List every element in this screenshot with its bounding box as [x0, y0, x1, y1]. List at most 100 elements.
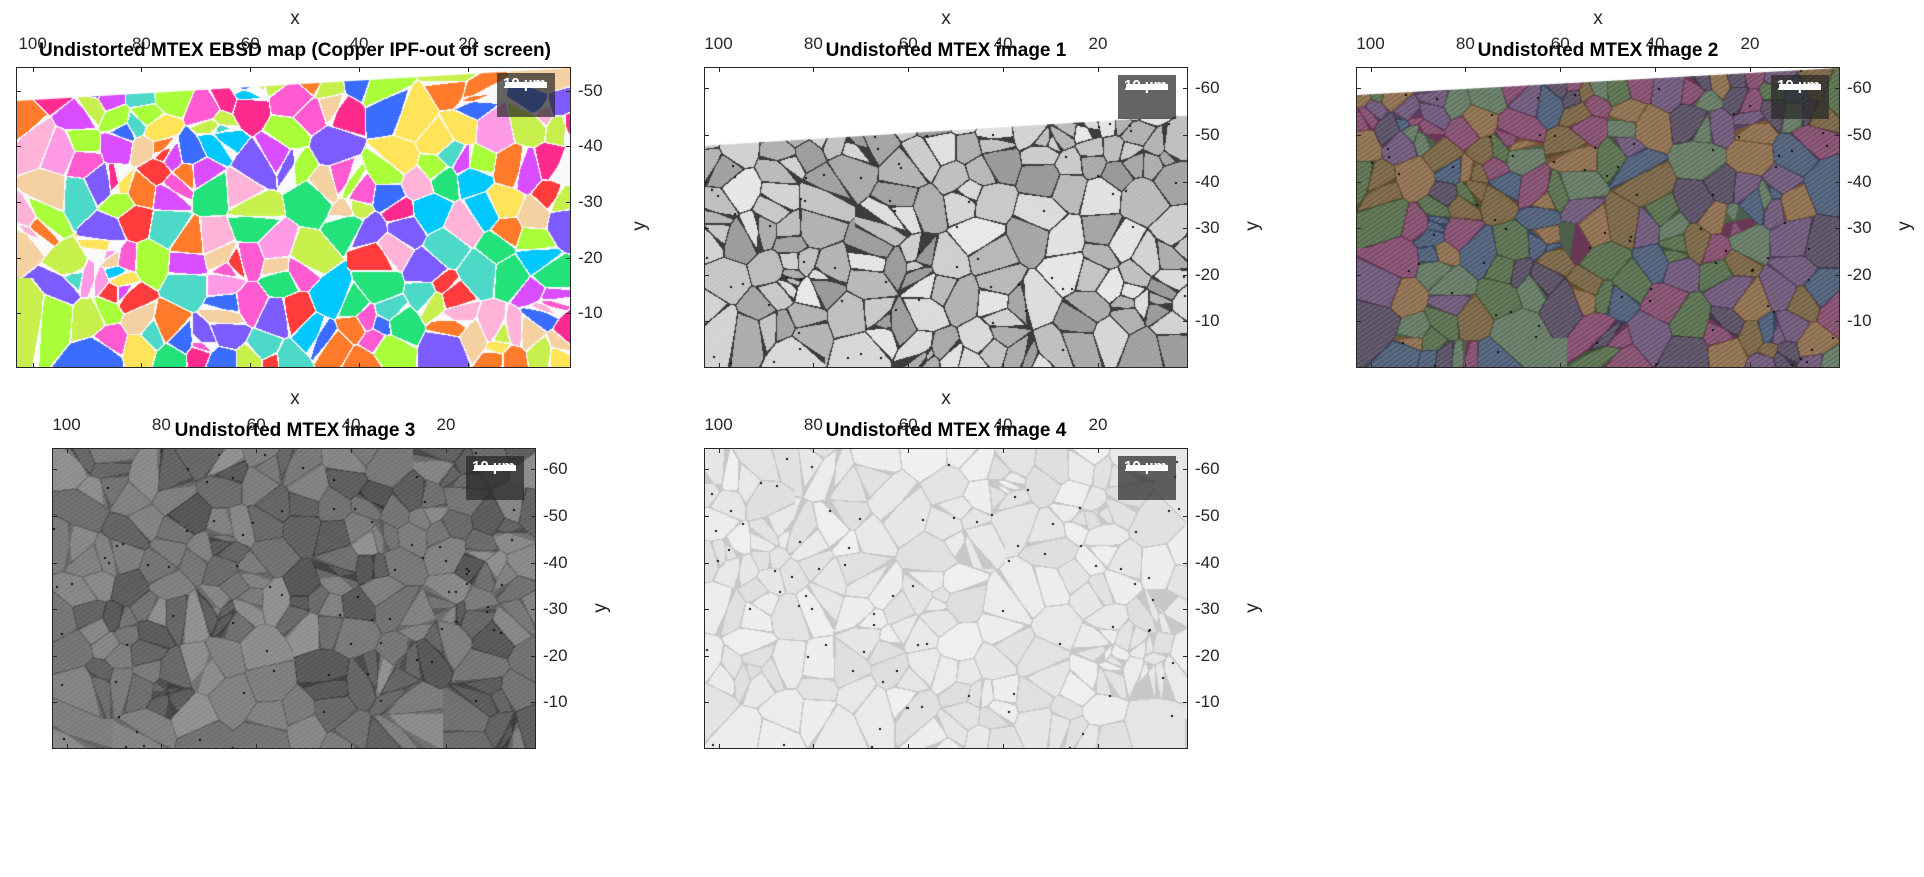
x-tick-mark	[358, 363, 360, 368]
x-tick-mark	[445, 448, 447, 453]
x-tick-label: 40	[993, 34, 1013, 53]
scalebar-img1: 10 µm	[1118, 75, 1176, 119]
scalebar-bar	[474, 465, 516, 471]
x-tick-mark	[256, 448, 258, 453]
x-tick-label: 40	[1645, 34, 1665, 53]
y-tick-label: -20	[578, 248, 603, 267]
y-tick-mark	[52, 656, 57, 657]
y-tick-label: -30	[1847, 218, 1872, 237]
y-tick-mark	[566, 258, 571, 259]
y-tick-label: -40	[543, 553, 568, 572]
x-tick-mark	[32, 67, 34, 72]
y-axis-label-img2: y	[1893, 221, 1915, 231]
y-tick-label: -20	[1847, 265, 1872, 284]
y-tick-mark	[16, 313, 21, 314]
y-tick-mark	[1183, 321, 1188, 322]
x-tick-label: 80	[803, 415, 823, 434]
y-tick-label: -10	[1847, 311, 1872, 330]
y-tick-mark	[52, 609, 57, 610]
y-tick-mark	[531, 516, 536, 517]
x-tick-label: 20	[1088, 34, 1108, 53]
y-tick-label: -20	[1195, 646, 1220, 665]
x-tick-label: 60	[898, 415, 918, 434]
y-tick-mark	[1356, 135, 1361, 136]
y-tick-mark	[1835, 228, 1840, 229]
y-tick-label: -60	[1195, 78, 1220, 97]
x-tick-mark	[250, 67, 252, 72]
image-img2	[1357, 68, 1839, 367]
x-tick-label: 80	[803, 34, 823, 53]
y-tick-mark	[1183, 135, 1188, 136]
x-axis-label-img2: x	[1593, 8, 1603, 29]
y-tick-mark	[704, 182, 709, 183]
x-tick-label: 80	[1455, 34, 1475, 53]
y-tick-mark	[52, 702, 57, 703]
y-tick-mark	[704, 275, 709, 276]
x-tick-label: 80	[131, 34, 151, 53]
y-tick-label: -10	[543, 692, 568, 711]
y-tick-mark	[1183, 656, 1188, 657]
x-axis-label-ebsd: x	[290, 8, 300, 29]
y-tick-mark	[1356, 228, 1361, 229]
x-tick-mark	[161, 744, 163, 749]
y-tick-label: -50	[578, 81, 603, 100]
y-tick-label: -20	[543, 646, 568, 665]
y-tick-mark	[704, 469, 709, 470]
x-tick-mark	[1097, 363, 1099, 368]
scalebar-img3: 10 µm	[466, 456, 524, 500]
x-tick-mark	[1003, 67, 1005, 72]
image-img4	[705, 449, 1187, 748]
scalebar-bar	[1779, 84, 1821, 90]
x-tick-mark	[908, 448, 910, 453]
y-tick-label: -40	[1195, 172, 1220, 191]
y-tick-mark	[531, 609, 536, 610]
y-tick-label: -10	[1195, 692, 1220, 711]
y-tick-mark	[566, 202, 571, 203]
x-tick-mark	[1370, 67, 1372, 72]
x-tick-mark	[1097, 448, 1099, 453]
y-tick-mark	[704, 135, 709, 136]
x-tick-label: 20	[1740, 34, 1760, 53]
y-tick-label: -60	[543, 459, 568, 478]
x-tick-mark	[718, 67, 720, 72]
y-tick-label: -40	[1195, 553, 1220, 572]
y-tick-mark	[52, 469, 57, 470]
x-tick-mark	[467, 363, 469, 368]
x-tick-mark	[1749, 67, 1751, 72]
x-tick-mark	[351, 744, 353, 749]
x-tick-mark	[1560, 363, 1562, 368]
plot-area-ebsd	[16, 67, 571, 368]
y-tick-mark	[16, 202, 21, 203]
x-tick-mark	[908, 67, 910, 72]
x-tick-mark	[1749, 363, 1751, 368]
y-tick-label: -40	[1847, 172, 1872, 191]
plot-area-img4	[704, 448, 1188, 749]
y-tick-mark	[1183, 469, 1188, 470]
x-tick-label: 20	[436, 415, 456, 434]
x-tick-mark	[66, 744, 68, 749]
y-tick-mark	[704, 702, 709, 703]
x-tick-label: 20	[1088, 415, 1108, 434]
x-tick-mark	[813, 448, 815, 453]
y-tick-mark	[704, 563, 709, 564]
x-tick-label: 20	[458, 34, 478, 53]
y-tick-mark	[1835, 135, 1840, 136]
y-tick-label: -50	[1195, 125, 1220, 144]
y-tick-mark	[1183, 563, 1188, 564]
y-tick-mark	[566, 146, 571, 147]
y-tick-mark	[1835, 275, 1840, 276]
x-tick-label: 40	[341, 415, 361, 434]
x-tick-mark	[1003, 363, 1005, 368]
x-tick-mark	[141, 363, 143, 368]
x-tick-mark	[813, 744, 815, 749]
x-tick-mark	[250, 363, 252, 368]
y-tick-label: -60	[1195, 459, 1220, 478]
x-tick-mark	[813, 363, 815, 368]
x-tick-mark	[908, 744, 910, 749]
x-tick-mark	[1465, 67, 1467, 72]
y-axis-label-img3: y	[589, 603, 611, 613]
y-tick-mark	[1183, 516, 1188, 517]
y-tick-mark	[531, 563, 536, 564]
panel-title-img4: Undistorted MTEX image 4	[825, 420, 1067, 441]
x-tick-mark	[467, 67, 469, 72]
